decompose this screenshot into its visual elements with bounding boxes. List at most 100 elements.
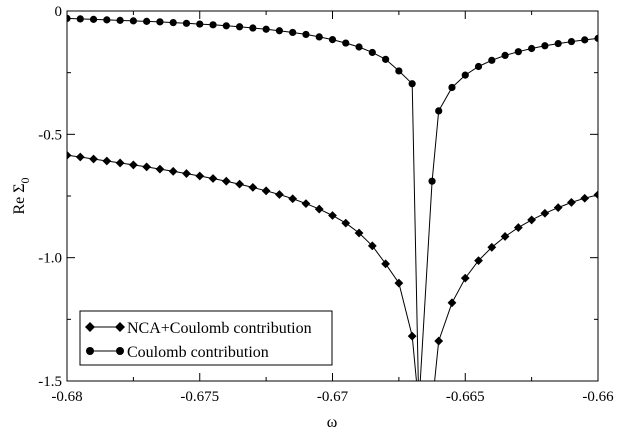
data-point-diamond xyxy=(208,174,218,183)
data-point-circle xyxy=(262,25,270,33)
data-point-circle xyxy=(103,16,111,24)
data-point-circle xyxy=(368,48,376,57)
legend: NCA+Coulomb contribution Coulomb contrib… xyxy=(79,310,333,366)
data-point-diamond xyxy=(487,242,497,252)
data-point-diamond xyxy=(434,336,444,346)
data-point-circle xyxy=(182,19,191,27)
legend-box xyxy=(79,310,333,366)
data-point-circle xyxy=(382,55,390,63)
data-point-diamond xyxy=(474,256,483,266)
data-point-circle xyxy=(289,28,297,37)
data-point-circle xyxy=(328,36,337,44)
data-point-diamond xyxy=(301,199,311,209)
legend-marker-diamond xyxy=(85,322,125,332)
data-point-diamond xyxy=(314,204,324,214)
data-point-diamond xyxy=(394,278,404,288)
data-point-circle xyxy=(567,37,576,46)
legend-marker-circle xyxy=(86,347,94,355)
data-point-diamond xyxy=(328,211,337,220)
data-point-circle xyxy=(448,83,456,92)
data-point-circle xyxy=(541,42,549,50)
data-point-diamond xyxy=(593,190,598,200)
data-point-circle xyxy=(488,56,496,64)
y-axis-label: Re Σ0 xyxy=(11,177,32,214)
x-tick-label: -0.665 xyxy=(446,389,485,405)
data-point-circle xyxy=(461,71,469,79)
series-layer xyxy=(67,14,598,381)
x-tick-label: -0.68 xyxy=(51,389,82,405)
x-tick-label: -0.66 xyxy=(582,389,614,405)
x-tick-label: -0.67 xyxy=(317,389,349,405)
data-point-diamond xyxy=(221,176,231,186)
data-point-diamond xyxy=(67,150,72,160)
data-point-diamond xyxy=(527,215,537,225)
data-point-circle xyxy=(528,44,536,53)
data-point-circle xyxy=(501,51,509,60)
data-point-diamond xyxy=(460,273,470,283)
series-line-0 xyxy=(67,154,598,381)
data-point-circle xyxy=(196,20,204,28)
data-point-diamond xyxy=(500,232,510,241)
data-point-circle xyxy=(275,27,283,35)
data-point-circle xyxy=(209,21,217,29)
data-point-circle xyxy=(428,177,436,185)
data-point-circle xyxy=(554,39,562,48)
data-point-circle xyxy=(89,15,98,23)
data-point-circle xyxy=(474,62,483,71)
data-point-circle xyxy=(408,80,416,88)
data-point-circle xyxy=(156,18,164,26)
data-point-circle xyxy=(169,18,177,27)
data-point-diamond xyxy=(447,298,457,308)
data-point-circle xyxy=(342,39,350,47)
data-point-circle xyxy=(302,30,310,39)
y-tick-label: 0 xyxy=(55,4,63,20)
data-point-diamond xyxy=(407,331,417,341)
data-point-diamond xyxy=(128,160,138,170)
y-axis-label-subscript: 0 xyxy=(18,177,32,183)
data-point-diamond xyxy=(354,228,364,238)
data-point-diamond xyxy=(155,164,165,174)
legend-label-coulomb: Coulomb contribution xyxy=(127,344,269,361)
data-point-diamond xyxy=(248,182,258,192)
data-point-diamond xyxy=(540,208,550,218)
data-point-circle xyxy=(355,43,363,51)
data-point-circle xyxy=(435,107,443,115)
data-point-diamond xyxy=(89,154,98,164)
data-point-diamond xyxy=(275,190,284,199)
y-axis-label-main: Re Σ xyxy=(11,183,28,214)
data-point-diamond xyxy=(381,259,390,269)
data-point-diamond xyxy=(75,152,85,162)
x-tick-label: -0.675 xyxy=(180,389,219,405)
data-point-diamond xyxy=(341,218,351,228)
data-point-diamond xyxy=(195,171,205,181)
data-point-diamond xyxy=(567,198,576,207)
y-tick-label: -1.5 xyxy=(38,374,62,390)
data-point-circle xyxy=(395,67,403,75)
data-point-circle xyxy=(594,34,598,42)
data-point-circle xyxy=(249,24,257,32)
data-point-circle xyxy=(76,15,84,23)
x-axis-label: ω xyxy=(327,414,338,430)
data-point-circle xyxy=(235,23,244,31)
data-point-diamond xyxy=(115,158,125,168)
data-point-circle xyxy=(581,36,589,44)
data-point-circle xyxy=(222,22,230,30)
y-tick-label: -1.0 xyxy=(38,251,62,267)
data-point-circle xyxy=(514,48,522,56)
data-point-circle xyxy=(67,14,71,22)
data-point-diamond xyxy=(553,203,563,212)
data-point-circle xyxy=(143,17,151,25)
data-point-diamond xyxy=(261,186,271,196)
legend-label-nca-coulomb: NCA+Coulomb contribution xyxy=(127,320,312,337)
data-point-diamond xyxy=(235,179,244,189)
data-point-circle xyxy=(315,33,323,41)
axis-ticks: -0.68 -0.675 -0.67 -0.665 -0.66 0 -0.5 -1.0 -1.5 xyxy=(38,4,614,405)
data-point-circle xyxy=(116,16,124,24)
data-point-diamond xyxy=(182,169,191,178)
legend-marker-circle xyxy=(116,347,124,355)
y-tick-label: -0.5 xyxy=(38,127,62,143)
data-point-diamond xyxy=(102,156,112,166)
data-point-diamond xyxy=(513,223,523,232)
data-point-diamond xyxy=(580,193,590,203)
